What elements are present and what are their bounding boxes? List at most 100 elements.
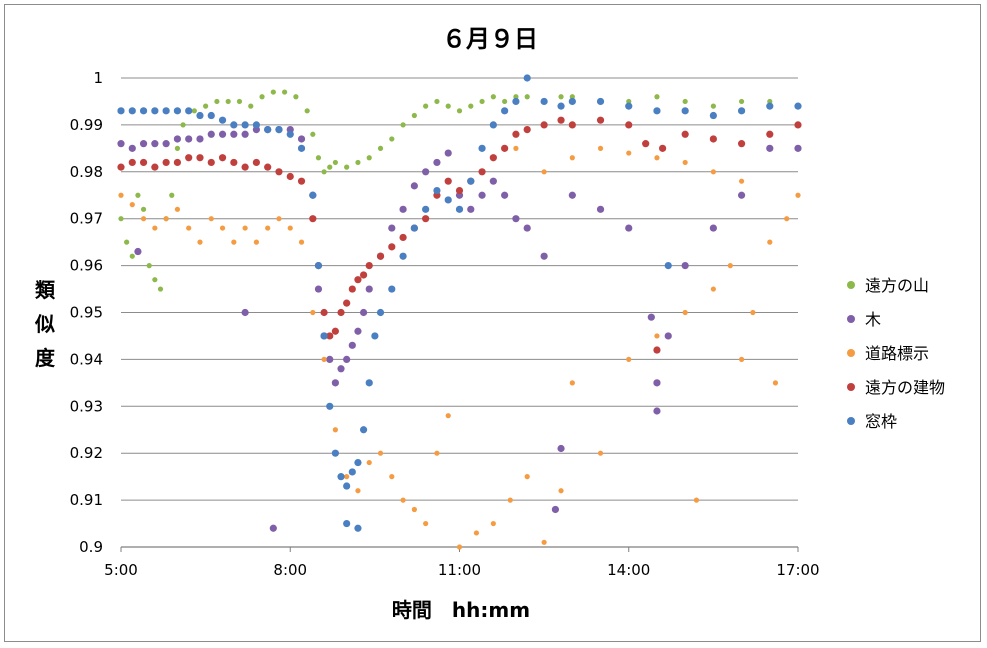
data-point <box>626 98 632 105</box>
data-point <box>151 163 159 171</box>
data-point <box>664 332 672 340</box>
data-point <box>524 94 530 100</box>
data-point <box>597 450 604 456</box>
data-point <box>320 308 328 317</box>
data-point <box>794 121 802 129</box>
x-axis-title: 時間 hh:mm <box>392 598 530 622</box>
data-point <box>207 130 215 138</box>
data-point <box>117 107 125 115</box>
y-tick-label: 0.92 <box>70 444 103 462</box>
data-point <box>343 299 351 307</box>
data-point <box>218 130 227 138</box>
data-point <box>653 107 661 115</box>
data-point <box>286 172 294 181</box>
data-point <box>473 530 480 536</box>
data-point <box>151 107 159 115</box>
data-point <box>568 97 576 106</box>
data-point <box>411 506 417 513</box>
data-point <box>681 107 689 115</box>
data-point <box>314 262 323 270</box>
x-tick-label: 11:00 <box>438 561 481 579</box>
data-point <box>128 158 136 167</box>
data-point <box>653 407 661 415</box>
y-axis-title-char: 類 <box>35 278 56 302</box>
data-point <box>286 130 294 138</box>
data-point <box>343 355 351 363</box>
data-point <box>445 103 451 109</box>
data-point <box>331 327 339 335</box>
data-point <box>348 341 356 349</box>
data-point <box>185 135 193 143</box>
data-point <box>241 308 249 317</box>
data-point <box>366 155 372 161</box>
data-point <box>766 102 774 110</box>
data-point <box>162 158 170 167</box>
data-point <box>343 482 351 490</box>
data-points <box>117 74 802 550</box>
data-point <box>490 94 496 100</box>
data-point <box>423 520 429 527</box>
legend-label: 窓枠 <box>865 412 897 431</box>
data-point <box>388 285 396 293</box>
y-tick-label: 0.95 <box>70 304 103 322</box>
data-point <box>682 309 688 316</box>
data-point <box>128 107 136 115</box>
data-point <box>411 112 417 119</box>
data-point <box>326 355 334 363</box>
data-point <box>218 116 227 124</box>
data-point <box>766 130 774 138</box>
data-point <box>173 158 182 167</box>
data-point <box>331 449 339 457</box>
data-point <box>653 379 661 387</box>
series-2 <box>118 145 801 550</box>
data-point <box>309 191 317 199</box>
data-point <box>343 519 351 528</box>
data-point <box>512 130 520 138</box>
data-point <box>326 402 334 410</box>
data-point <box>248 103 254 109</box>
y-tick-label: 0.97 <box>70 210 103 228</box>
data-point <box>117 140 125 148</box>
data-point <box>377 145 384 151</box>
data-point <box>376 308 385 317</box>
data-point <box>737 140 746 148</box>
y-tick-label: 1 <box>93 69 103 87</box>
x-tick-label: 5:00 <box>104 561 138 579</box>
data-point <box>354 327 362 335</box>
data-point <box>410 224 418 232</box>
data-point <box>709 224 717 232</box>
data-point <box>422 205 430 213</box>
data-point <box>242 225 248 231</box>
data-point <box>794 144 802 152</box>
data-point <box>134 247 142 256</box>
data-point <box>489 121 497 129</box>
data-point <box>241 163 249 171</box>
data-point <box>784 216 790 222</box>
data-point <box>423 103 429 109</box>
data-point <box>297 177 306 185</box>
data-point <box>467 177 475 185</box>
data-point <box>270 89 276 95</box>
data-point <box>738 178 745 184</box>
data-point <box>399 233 407 242</box>
data-point <box>737 191 746 199</box>
data-point <box>479 98 485 105</box>
data-point <box>376 252 385 260</box>
data-point <box>139 107 148 115</box>
data-point <box>365 379 373 387</box>
legend-marker <box>847 281 855 289</box>
legend-label: 道路標示 <box>865 344 929 363</box>
data-point <box>230 121 238 129</box>
data-point <box>568 121 576 129</box>
data-point <box>304 108 310 114</box>
data-point <box>354 458 362 467</box>
data-point <box>569 380 575 386</box>
data-point <box>557 444 565 453</box>
series-1 <box>117 125 802 532</box>
data-point <box>139 158 148 167</box>
data-point <box>332 159 338 166</box>
data-point <box>185 107 193 115</box>
data-point <box>399 252 407 260</box>
data-point <box>710 286 716 292</box>
